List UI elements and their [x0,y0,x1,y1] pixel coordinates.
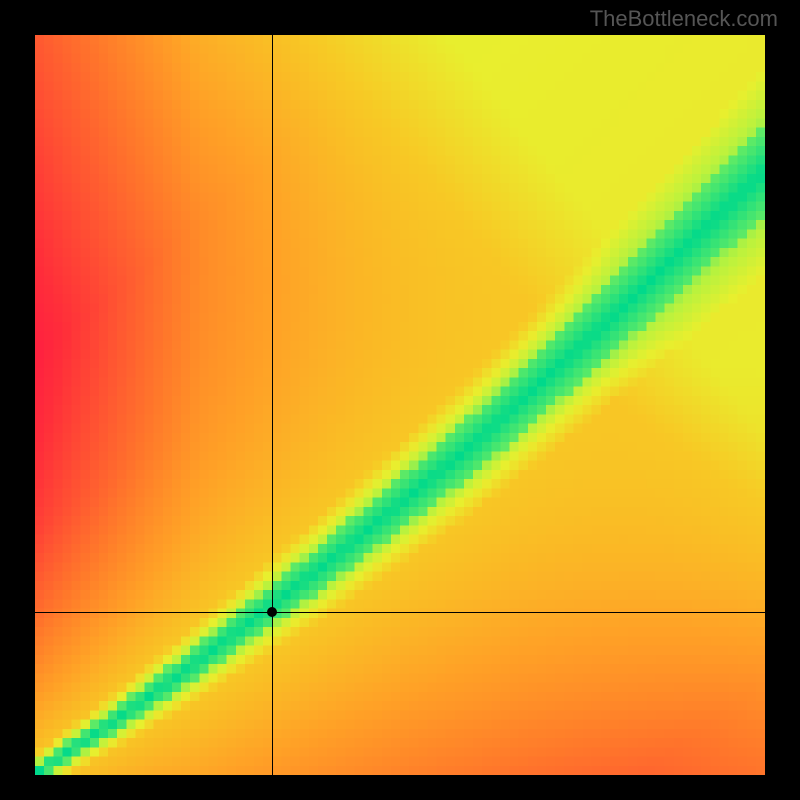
watermark: TheBottleneck.com [590,6,778,32]
marker-dot [267,607,277,617]
heatmap-canvas [35,35,765,775]
heatmap-plot-area [35,35,765,775]
crosshair-horizontal [35,612,765,613]
crosshair-vertical [272,35,273,775]
